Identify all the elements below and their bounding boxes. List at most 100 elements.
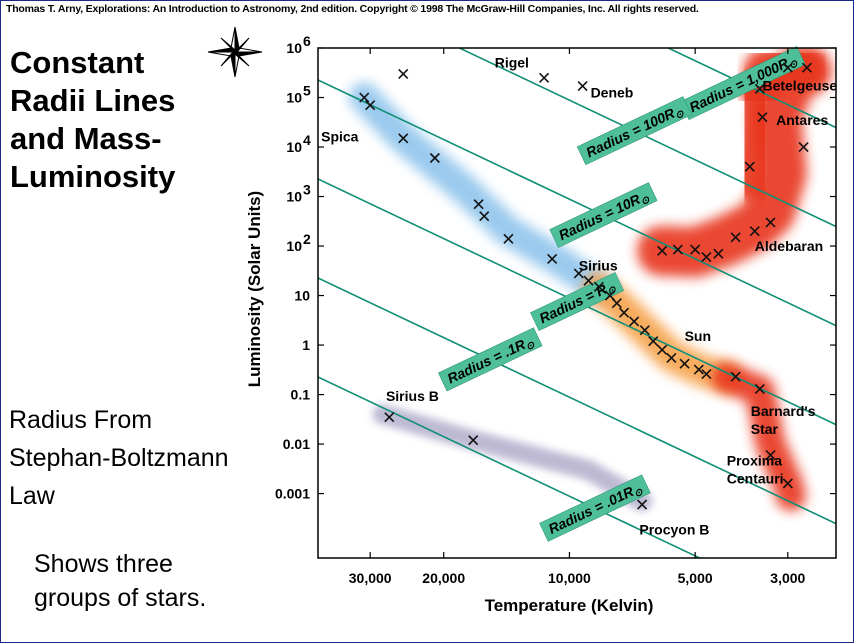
star-point <box>754 83 765 94</box>
radius-label-box <box>438 327 543 392</box>
star-point <box>473 199 484 210</box>
x-tick-label: 30,000 <box>349 570 392 586</box>
star-label-line: Procyon B <box>639 521 709 537</box>
star-label: Procyon B <box>639 521 709 537</box>
star-label-line: Barnard's <box>751 403 816 419</box>
star-point <box>577 81 588 92</box>
star-point <box>429 152 440 164</box>
star-label-line: Deneb <box>591 85 634 101</box>
y-tick-label: 10 <box>286 90 302 106</box>
radius-line <box>318 79 836 327</box>
region-giants <box>711 362 806 511</box>
y-tick-label: 10 <box>286 189 302 205</box>
y-tick-exponent: 6 <box>303 33 311 49</box>
star-label-line: Aldebaran <box>755 238 823 254</box>
x-tick-label: 3,000 <box>770 570 805 586</box>
x-tick-label: 5,000 <box>678 570 713 586</box>
y-tick-label: 0.001 <box>275 486 310 502</box>
x-axis-label: Temperature (Kelvin) <box>485 596 654 615</box>
star-point <box>679 358 690 369</box>
star-label: Aldebaran <box>755 238 823 254</box>
title-line: Luminosity <box>10 159 176 194</box>
star-point <box>573 268 584 279</box>
star-point <box>547 253 558 264</box>
y-tick-exponent: 5 <box>303 83 311 99</box>
star-point <box>765 217 776 228</box>
radius-line <box>318 376 702 558</box>
star-point <box>398 68 409 79</box>
star-point <box>468 435 479 446</box>
radius-label: Radius = 100R⊙ <box>576 96 692 166</box>
star-label: Betelgeuse <box>762 77 837 93</box>
plot-frame <box>317 47 837 559</box>
star-point <box>730 232 741 243</box>
star-point <box>611 298 622 309</box>
star-point <box>503 233 514 244</box>
star-point <box>657 245 668 256</box>
star-point <box>479 211 490 222</box>
star-point <box>639 325 650 336</box>
y-tick-exponent: 4 <box>303 132 311 148</box>
star-label: Barnard's Star <box>751 403 816 437</box>
star-point <box>672 244 683 255</box>
y-tick-label: 0.01 <box>283 436 310 452</box>
star-point <box>384 412 395 423</box>
star-label-line: Sun <box>685 328 711 344</box>
star-label-line: Betelgeuse <box>762 77 837 93</box>
star-label-line: Spica <box>321 128 359 144</box>
radius-label-text: Radius = .01R⊙ <box>546 479 646 540</box>
region-giants <box>729 68 780 202</box>
star-point <box>583 275 594 286</box>
note-line: groups of stars. <box>34 584 207 612</box>
star-point <box>657 344 668 355</box>
radius-label-box <box>576 96 692 166</box>
star-point <box>359 92 370 103</box>
star-point <box>398 133 409 144</box>
region-giants <box>637 48 832 278</box>
compass-star-icon <box>207 26 263 78</box>
star-point <box>754 383 765 394</box>
star-point <box>648 336 659 347</box>
y-tick-label: 10 <box>286 238 302 254</box>
y-tick-label: 10 <box>294 288 310 304</box>
title-line: Constant <box>10 45 145 80</box>
star-point <box>757 112 768 123</box>
radius-label-box <box>530 272 625 332</box>
radius-label: Radius = .1R⊙ <box>438 327 543 392</box>
note-line: Law <box>9 482 55 510</box>
star-point <box>765 449 776 461</box>
radius-line <box>457 48 836 228</box>
star-label-line: Centauri <box>727 470 784 486</box>
region-white-dwarfs <box>372 404 653 512</box>
radius-line <box>318 277 836 525</box>
star-label: Rigel <box>495 55 529 71</box>
title-line: and Mass- <box>10 121 162 156</box>
radius-label-box <box>549 182 658 248</box>
star-point <box>798 141 809 153</box>
note-line: Radius From <box>9 406 153 434</box>
x-tick-label: 20,000 <box>422 570 465 586</box>
star-point <box>365 100 376 111</box>
radius-label-text: Radius = 100R⊙ <box>583 101 686 163</box>
y-axis-label: Luminosity (Solar Units) <box>245 191 264 387</box>
star-label: Proxima Centauri <box>727 452 784 486</box>
slide-title: Constant Radii Lines and Mass- Luminosit… <box>10 44 175 196</box>
star-point <box>801 62 812 73</box>
star-point <box>593 281 604 292</box>
star-label: Sun <box>685 328 711 344</box>
star-label: Sirius B <box>386 388 439 404</box>
star-label-line: Sirius <box>579 258 618 274</box>
star-label-line: Antares <box>776 112 828 128</box>
star-point <box>782 62 793 73</box>
star-label-line: Sirius B <box>386 388 439 404</box>
star-point <box>701 251 712 263</box>
note-line: Stephan-Boltzmann <box>9 444 229 472</box>
y-tick-exponent: 2 <box>303 231 311 247</box>
star-point <box>744 161 755 172</box>
star-point <box>629 316 640 327</box>
star-point <box>690 244 701 255</box>
radius-label-box <box>539 474 651 542</box>
groups-note: Shows three groups of stars. <box>34 547 206 615</box>
radius-note: Radius From Stephan-Boltzmann Law <box>9 401 229 515</box>
